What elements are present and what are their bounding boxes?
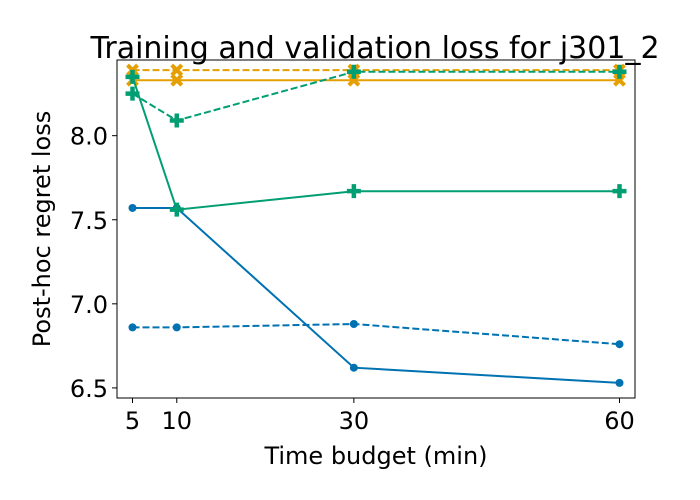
- x-tick-label: 60: [604, 407, 635, 435]
- series-2-point: [172, 323, 181, 332]
- series-6-point: [346, 64, 361, 79]
- series-1-point: [349, 363, 358, 372]
- series-3-point: [170, 73, 184, 87]
- series-1-point: [128, 203, 137, 212]
- series-3-point: [347, 73, 361, 87]
- series-2-line: [132, 322, 620, 346]
- series-5-line: [131, 76, 620, 211]
- series-4-point: [170, 63, 184, 77]
- plot-area: [125, 63, 627, 387]
- series-3-point: [613, 73, 626, 87]
- axis-ticks: 5 10 30 60 6.5 7.0 7.5 8.0: [70, 123, 635, 435]
- x-tick-label: 10: [161, 407, 192, 435]
- series-2-point: [615, 340, 624, 349]
- y-tick-label: 7.0: [70, 291, 108, 319]
- chart-title: Training and validation loss for j301_2: [89, 31, 659, 66]
- series-5-point: [125, 69, 140, 84]
- y-tick-label: 8.0: [70, 123, 108, 151]
- series-5-point: [169, 202, 184, 217]
- x-tick-label: 30: [339, 407, 370, 435]
- series-2-point: [349, 320, 358, 329]
- series-6-point: [169, 113, 184, 128]
- y-tick-label: 7.5: [70, 207, 108, 235]
- series-6-point: [612, 64, 627, 79]
- series-1-line: [132, 207, 620, 384]
- plot-frame: [116, 59, 636, 399]
- series-5-point: [612, 184, 627, 199]
- series-6-point: [125, 86, 140, 101]
- series-1-point: [615, 378, 624, 387]
- y-axis-label: Post-hoc regret loss: [28, 111, 56, 347]
- x-axis-label: Time budget (min): [263, 442, 487, 470]
- y-tick-label: 6.5: [70, 375, 108, 403]
- series-6-line: [131, 70, 620, 122]
- series-2-point: [128, 323, 137, 332]
- x-tick-label: 5: [125, 407, 140, 435]
- series-5-point: [346, 184, 361, 199]
